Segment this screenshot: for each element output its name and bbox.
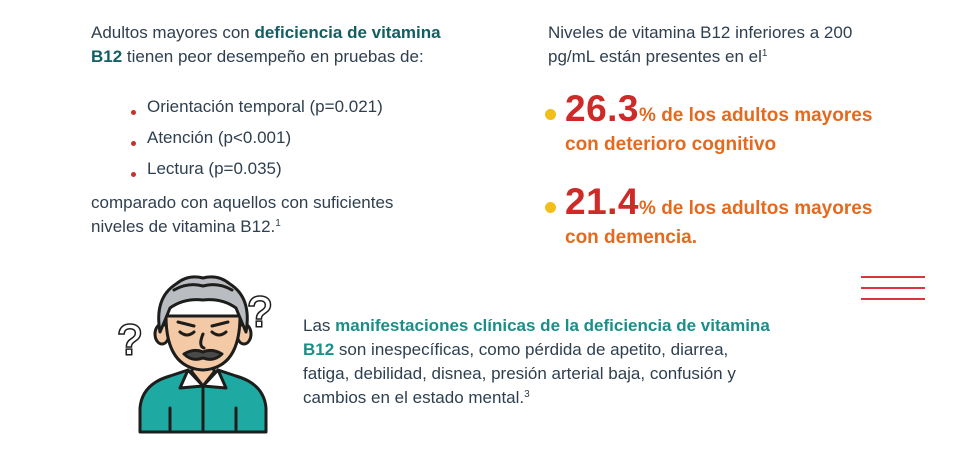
divider <box>861 287 925 289</box>
stat-value: 26.3 <box>565 88 640 129</box>
intro-text-end: tienen peor desempeño en pruebas de: <box>122 47 424 66</box>
left-intro-text: Adultos mayores con deficiencia de vitam… <box>91 21 491 69</box>
clinical-manifestations-text: Las manifestaciones clínicas de la defic… <box>303 314 863 410</box>
stat-cognitive-impairment: 26.3% de los adultos mayores con deterio… <box>545 90 925 164</box>
test-bullet-list: Orientación temporal (p=0.021) Atención … <box>131 91 383 184</box>
footnote-ref: 1 <box>275 218 281 229</box>
stat-text: con deterioro cognitivo <box>565 134 777 155</box>
intro-highlight: deficiencia de vitamina <box>254 23 441 42</box>
right-intro-text: Niveles de vitamina B12 inferiores a 200… <box>548 21 908 69</box>
question-mark-icon: ? <box>248 288 271 335</box>
stat-dementia: 21.4% de los adultos mayores con demenci… <box>545 183 925 257</box>
bullet-text: Atención (p<0.001) <box>147 128 292 147</box>
intro-line: Niveles de vitamina B12 inferiores a 200 <box>548 23 853 42</box>
para-text: fatiga, debilidad, disnea, presión arter… <box>303 364 736 383</box>
question-mark-icon: ? <box>118 316 141 363</box>
stat-text: de los adultos mayores <box>655 198 873 219</box>
bullet-text: Lectura (p=0.035) <box>147 159 282 178</box>
para-text: Las <box>303 316 336 335</box>
outro-line: niveles de vitamina B12. <box>91 217 276 236</box>
list-item: Lectura (p=0.035) <box>131 153 383 184</box>
para-text: son inespecíficas, como pérdida de apeti… <box>334 340 729 359</box>
yellow-dot-icon <box>545 202 556 213</box>
intro-text: Adultos mayores con <box>91 23 255 42</box>
left-outro-text: comparado con aquellos con suficientes n… <box>91 191 471 239</box>
stat-unit: % <box>639 198 656 219</box>
intro-line: pg/mL están presentes en el <box>548 47 762 66</box>
bullet-dot-icon <box>131 110 136 115</box>
bullet-dot-icon <box>131 172 136 177</box>
list-item: Orientación temporal (p=0.021) <box>131 91 383 122</box>
stat-text: con demencia. <box>565 227 697 248</box>
bullet-dot-icon <box>131 141 136 146</box>
decorative-lines <box>861 276 925 302</box>
stat-unit: % <box>639 105 656 126</box>
yellow-dot-icon <box>545 109 556 120</box>
intro-highlight-b12: B12 <box>91 47 123 66</box>
para-highlight: manifestaciones clínicas de la deficienc… <box>335 316 770 335</box>
confused-elderly-man-icon: ? ? <box>117 268 288 434</box>
list-item: Atención (p<0.001) <box>131 122 383 153</box>
para-highlight-b12: B12 <box>303 340 335 359</box>
divider <box>861 276 925 278</box>
stat-text: de los adultos mayores <box>655 105 873 126</box>
divider <box>861 298 925 300</box>
footnote-ref: 1 <box>761 48 768 59</box>
bullet-text: Orientación temporal (p=0.021) <box>147 97 383 116</box>
footnote-ref: 3 <box>524 389 530 400</box>
outro-line: comparado con aquellos con suficientes <box>91 193 394 212</box>
stat-value: 21.4 <box>565 181 640 222</box>
para-text: cambios en el estado mental. <box>303 388 525 407</box>
